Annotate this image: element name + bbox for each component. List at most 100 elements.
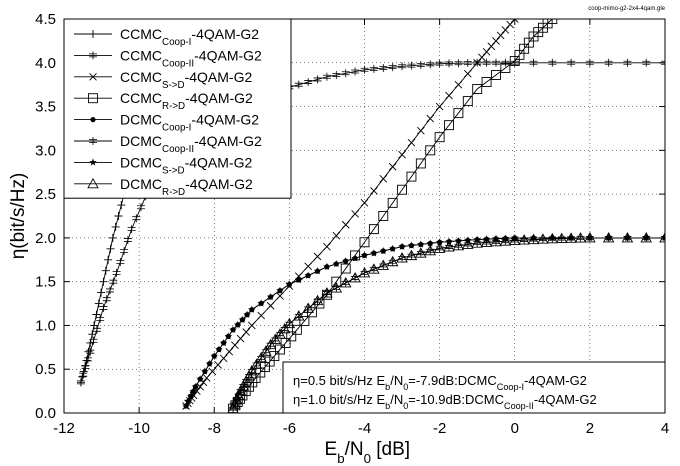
star-marker [238, 315, 247, 323]
triangle-marker [518, 234, 530, 245]
x-marker [231, 341, 239, 349]
triangle-marker [234, 385, 247, 396]
triangle-marker [368, 263, 380, 274]
star-marker [89, 158, 97, 166]
star-marker [266, 292, 275, 301]
star-marker [435, 238, 444, 246]
legend-item: DCMCCoop-II-4QAM-G2 [74, 133, 262, 155]
square-marker [286, 331, 297, 342]
double-plus-marker [304, 78, 313, 87]
double-plus-marker [89, 336, 98, 345]
legend-item: DCMCS->D-4QAM-G2 [74, 154, 252, 176]
plus-marker [94, 299, 103, 308]
x-marker [492, 37, 500, 45]
double-plus-marker [426, 60, 435, 69]
triangle-marker [278, 323, 291, 334]
star-marker [407, 241, 416, 249]
file-label: coop-mimo-g2-2x4-4qam.gle [588, 6, 665, 12]
double-plus-marker [76, 378, 85, 387]
square-marker [500, 63, 511, 73]
legend-item: CCMCR->D-4QAM-G2 [74, 90, 253, 112]
square-marker [547, 19, 558, 24]
double-plus-marker [529, 58, 538, 67]
plus-marker [117, 201, 126, 210]
annotation: η=0.5 bit/s/Hz Eb/N0=-7.9dB:DCMCCoop-I-4… [282, 361, 666, 414]
double-plus-marker [379, 64, 388, 73]
x-marker [501, 26, 510, 34]
y-tick-label: 0.0 [35, 405, 56, 422]
plus-marker [88, 330, 97, 339]
double-plus-marker [416, 60, 425, 69]
x-marker [398, 150, 406, 159]
double-plus-marker [369, 64, 378, 73]
plus-marker [97, 288, 106, 297]
x-marker [276, 292, 284, 300]
x-tick-label: -6 [283, 420, 296, 437]
x-marker [236, 334, 245, 343]
square-marker [491, 70, 501, 80]
triangle-marker [293, 310, 305, 321]
y-tick-label: 4.5 [35, 11, 56, 28]
plus-marker [106, 244, 115, 253]
triangle-marker [269, 333, 282, 344]
triangle-marker [555, 232, 568, 243]
plus-marker [104, 255, 113, 264]
double-plus-marker [137, 203, 146, 212]
triangle-marker [302, 302, 314, 313]
triangle-marker [396, 252, 408, 263]
plus-marker [101, 266, 110, 275]
star-marker [510, 233, 519, 242]
x-marker [506, 20, 514, 29]
double-plus-marker [127, 225, 136, 234]
triangle-marker [471, 237, 483, 248]
legend-label: CCMCR->D-4QAM-G2 [120, 90, 253, 112]
triangle-marker [386, 255, 399, 267]
square-marker [359, 237, 370, 248]
y-tick-label: 2.0 [35, 230, 56, 247]
star-marker [248, 305, 256, 313]
square-marker [397, 184, 408, 195]
triangle-marker [237, 380, 250, 391]
star-marker [186, 392, 195, 400]
double-plus-marker [407, 61, 416, 70]
triangle-marker [640, 231, 652, 243]
x-marker [407, 138, 416, 147]
double-plus-marker [482, 58, 491, 67]
x-marker [379, 174, 388, 183]
x-marker [202, 374, 211, 382]
x-marker [304, 262, 312, 271]
x-axis-title: Eb/N0 [dB] [325, 439, 411, 466]
annotation-text: η=1.0 bit/s/Hz Eb/N0=-10.9dB:DCMCCoop-II… [293, 392, 597, 411]
double-plus-marker [642, 58, 651, 67]
x-tick-label: -12 [53, 420, 75, 437]
square-marker [340, 263, 351, 274]
y-tick-label: 2.5 [35, 186, 56, 203]
plus-marker [84, 347, 93, 356]
y-tick-label: 3.5 [35, 99, 56, 116]
legend: CCMCCoop-I-4QAM-G2CCMCCoop-II-4QAM-G2CCM… [63, 18, 292, 199]
triangle-marker [462, 238, 474, 249]
star-marker [304, 271, 312, 279]
double-plus-marker [120, 247, 129, 256]
x-marker [351, 209, 359, 218]
triangle-marker [574, 232, 587, 243]
square-marker [88, 93, 98, 104]
square-marker [406, 171, 417, 182]
double-plus-marker [106, 286, 115, 295]
y-tick-label: 3.0 [35, 142, 56, 159]
legend-item: DCMCR->D-4QAM-G2 [74, 176, 253, 197]
star-marker [492, 234, 500, 242]
x-marker [242, 328, 250, 336]
double-plus-marker [398, 62, 407, 71]
double-plus-marker [454, 59, 463, 68]
double-plus-marker [548, 58, 557, 67]
double-plus-marker [623, 58, 632, 67]
triangle-marker [358, 266, 371, 278]
triangle-marker [433, 242, 446, 253]
x-marker [445, 91, 453, 100]
triangle-marker [602, 231, 615, 243]
x-marker [323, 242, 331, 251]
plus-marker [114, 212, 123, 220]
square-marker [425, 145, 436, 156]
series-2 [182, 19, 519, 410]
